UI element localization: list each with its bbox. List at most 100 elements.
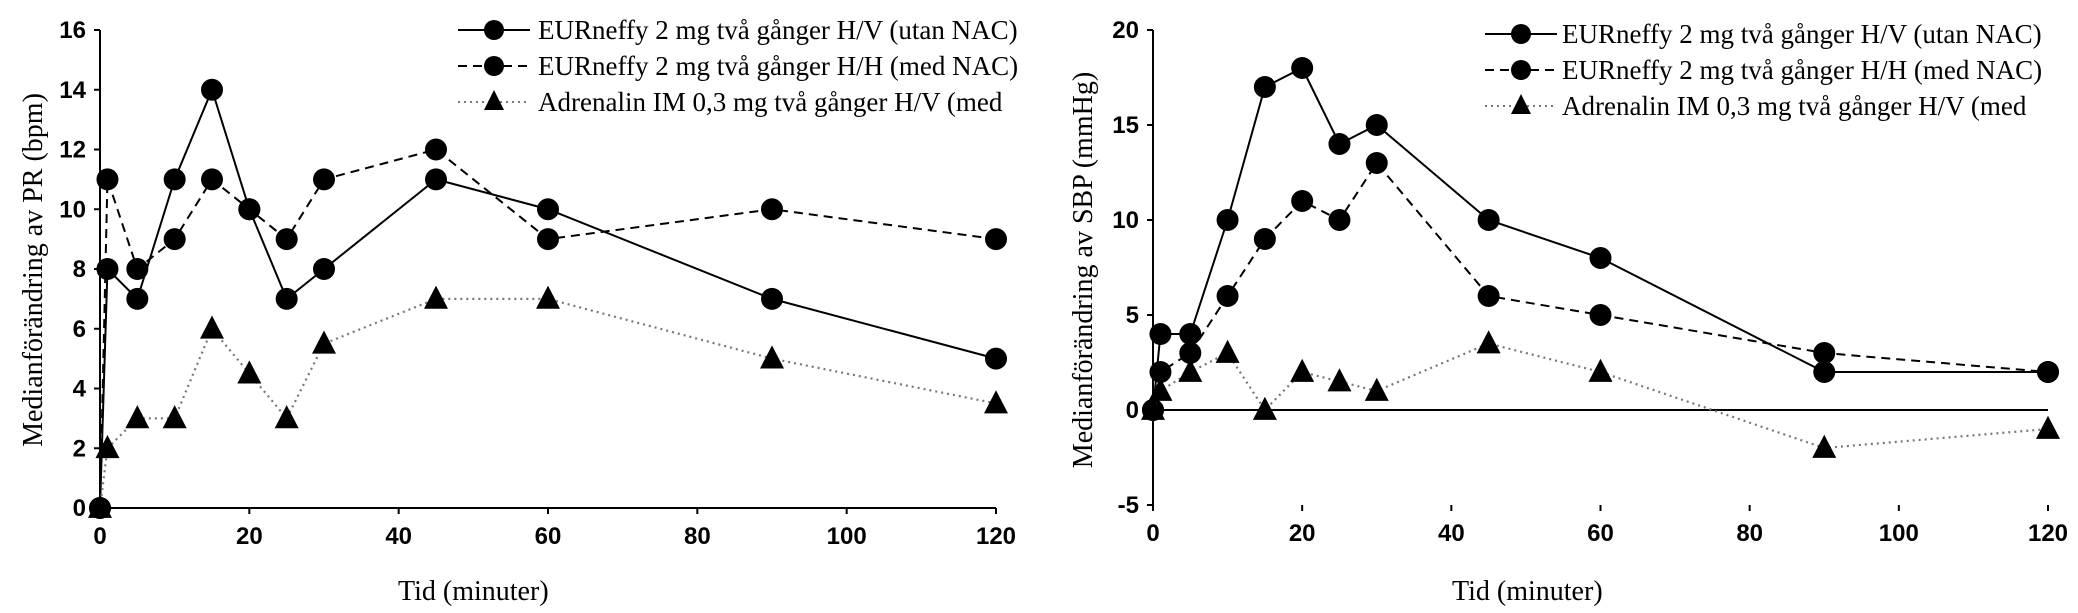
data-point-triangle: [95, 435, 120, 459]
data-point-circle: [2037, 361, 2059, 383]
data-point-circle: [1149, 323, 1172, 345]
legend-label-0: EURneffy 2 mg två gånger H/V (utan NAC): [1562, 19, 2042, 49]
series-line-2: [98, 297, 997, 509]
y-tick-label: 0: [73, 495, 86, 522]
data-point-circle: [1589, 304, 1612, 326]
data-point-circle: [313, 258, 335, 280]
y-tick-label: 12: [59, 137, 86, 164]
data-point-triangle: [1476, 330, 1501, 354]
sbp-chart: -5 0 5 10 15 20 0 20 40 60 80 100 120 Tid (minuter) Me…: [1068, 17, 2068, 607]
x-tick-label: 40: [1438, 520, 1465, 547]
legend-label-1: EURneffy 2 mg två gånger H/H (med NAC): [538, 51, 1018, 81]
legend-label-0: EURneffy 2 mg två gånger H/V (utan NAC): [538, 15, 1018, 45]
y-tick-label: -5: [1118, 492, 1139, 519]
y-tick-label: 2: [73, 435, 86, 462]
data-point-triangle: [1141, 396, 1165, 420]
data-point-circle: [1589, 247, 1612, 269]
x-tick-label: 0: [93, 523, 106, 550]
data-point-circle: [1813, 361, 1836, 383]
y-tick-label: 20: [1112, 17, 1139, 44]
data-point-circle: [275, 228, 298, 251]
x-tick-label: 80: [1736, 520, 1763, 547]
y-axis-title: Medianförändring av SBP (mmHg): [1068, 72, 1099, 468]
data-point-circle: [275, 287, 298, 310]
data-point-triangle: [274, 405, 299, 429]
x-tick-label: 100: [1879, 520, 1919, 547]
data-point-circle: [1253, 76, 1276, 98]
data-point-circle: [96, 258, 119, 280]
x-tick-label: 20: [236, 523, 263, 550]
data-point-circle: [985, 347, 1007, 370]
data-point-triangle: [536, 285, 560, 309]
x-tick-label: 100: [827, 523, 867, 550]
x-tick-label: 120: [2028, 520, 2068, 547]
y-tick-label: 0: [1126, 397, 1139, 424]
data-point-circle: [163, 228, 186, 251]
data-point-triangle: [424, 285, 448, 309]
data-point-circle: [163, 168, 186, 191]
data-point-triangle: [984, 390, 1008, 414]
data-point-triangle: [125, 405, 150, 429]
y-tick-label: 4: [73, 376, 87, 403]
data-point-circle: [537, 228, 559, 251]
data-point-circle: [425, 168, 447, 191]
data-point-circle: [1149, 361, 1172, 383]
data-point-triangle: [2036, 415, 2060, 439]
y-tick-label: 10: [1112, 207, 1139, 234]
data-point-triangle: [1148, 377, 1173, 401]
data-point-circle: [313, 168, 335, 191]
y-tick-label: 15: [1112, 112, 1139, 139]
y-tick-label: 16: [59, 17, 86, 44]
x-axis-title: Tid (minuter): [1452, 576, 1603, 607]
x-tick-label: 0: [1146, 520, 1159, 547]
data-point-circle: [1216, 285, 1239, 307]
data-point-triangle: [1178, 358, 1203, 382]
legend-label-2: Adrenalin IM 0,3 mg två gånger H/V (med: [1562, 91, 2027, 121]
data-point-circle: [1216, 209, 1239, 231]
data-point-circle: [1291, 57, 1314, 79]
data-point-triangle: [1588, 358, 1613, 382]
legend-label-2: Adrenalin IM 0,3 mg två gånger H/V (med: [538, 87, 1003, 117]
legend-label-1: EURneffy 2 mg två gånger H/H (med NAC): [1562, 55, 2042, 85]
data-point-triangle: [1290, 358, 1315, 382]
data-point-circle: [1253, 228, 1276, 250]
legend-marker-triangle: [1511, 94, 1531, 114]
data-point-triangle: [312, 330, 336, 354]
data-point-circle: [537, 198, 559, 221]
legend-marker-triangle: [484, 90, 504, 110]
data-point-triangle: [1364, 377, 1389, 401]
data-point-triangle: [760, 345, 784, 369]
data-point-circle: [1179, 323, 1202, 345]
data-point-circle: [1179, 342, 1202, 364]
data-point-circle: [761, 287, 783, 310]
x-axis-title: Tid (minuter): [398, 576, 549, 607]
data-point-triangle: [1812, 434, 1837, 458]
data-point-triangle: [1327, 368, 1352, 392]
x-tick-label: 80: [684, 523, 711, 550]
x-tick-label: 60: [535, 523, 562, 550]
legend-marker-circle: [1511, 24, 1531, 44]
y-tick-label: 14: [59, 77, 86, 104]
data-point-circle: [1328, 133, 1351, 155]
data-point-circle: [425, 138, 447, 161]
series-line-1: [99, 148, 997, 509]
legend-marker-circle: [1511, 60, 1531, 80]
data-point-circle: [238, 198, 261, 221]
data-point-circle: [126, 287, 149, 310]
data-point-circle: [96, 168, 119, 191]
legend-marker-circle: [484, 56, 504, 76]
legend-marker-circle: [484, 20, 504, 40]
data-point-circle: [201, 78, 223, 101]
data-point-triangle: [1252, 396, 1277, 420]
data-point-triangle: [88, 494, 112, 518]
y-tick-label: 10: [59, 196, 86, 223]
y-axis-title: Medianförändring av PR (bpm): [18, 93, 49, 447]
y-tick-label: 6: [73, 316, 86, 343]
x-tick-label: 40: [385, 523, 412, 550]
data-point-circle: [1328, 209, 1351, 231]
data-point-circle: [1477, 209, 1500, 231]
x-tick-label: 20: [1289, 520, 1316, 547]
data-point-circle: [1477, 285, 1500, 307]
data-point-circle: [1365, 114, 1388, 136]
